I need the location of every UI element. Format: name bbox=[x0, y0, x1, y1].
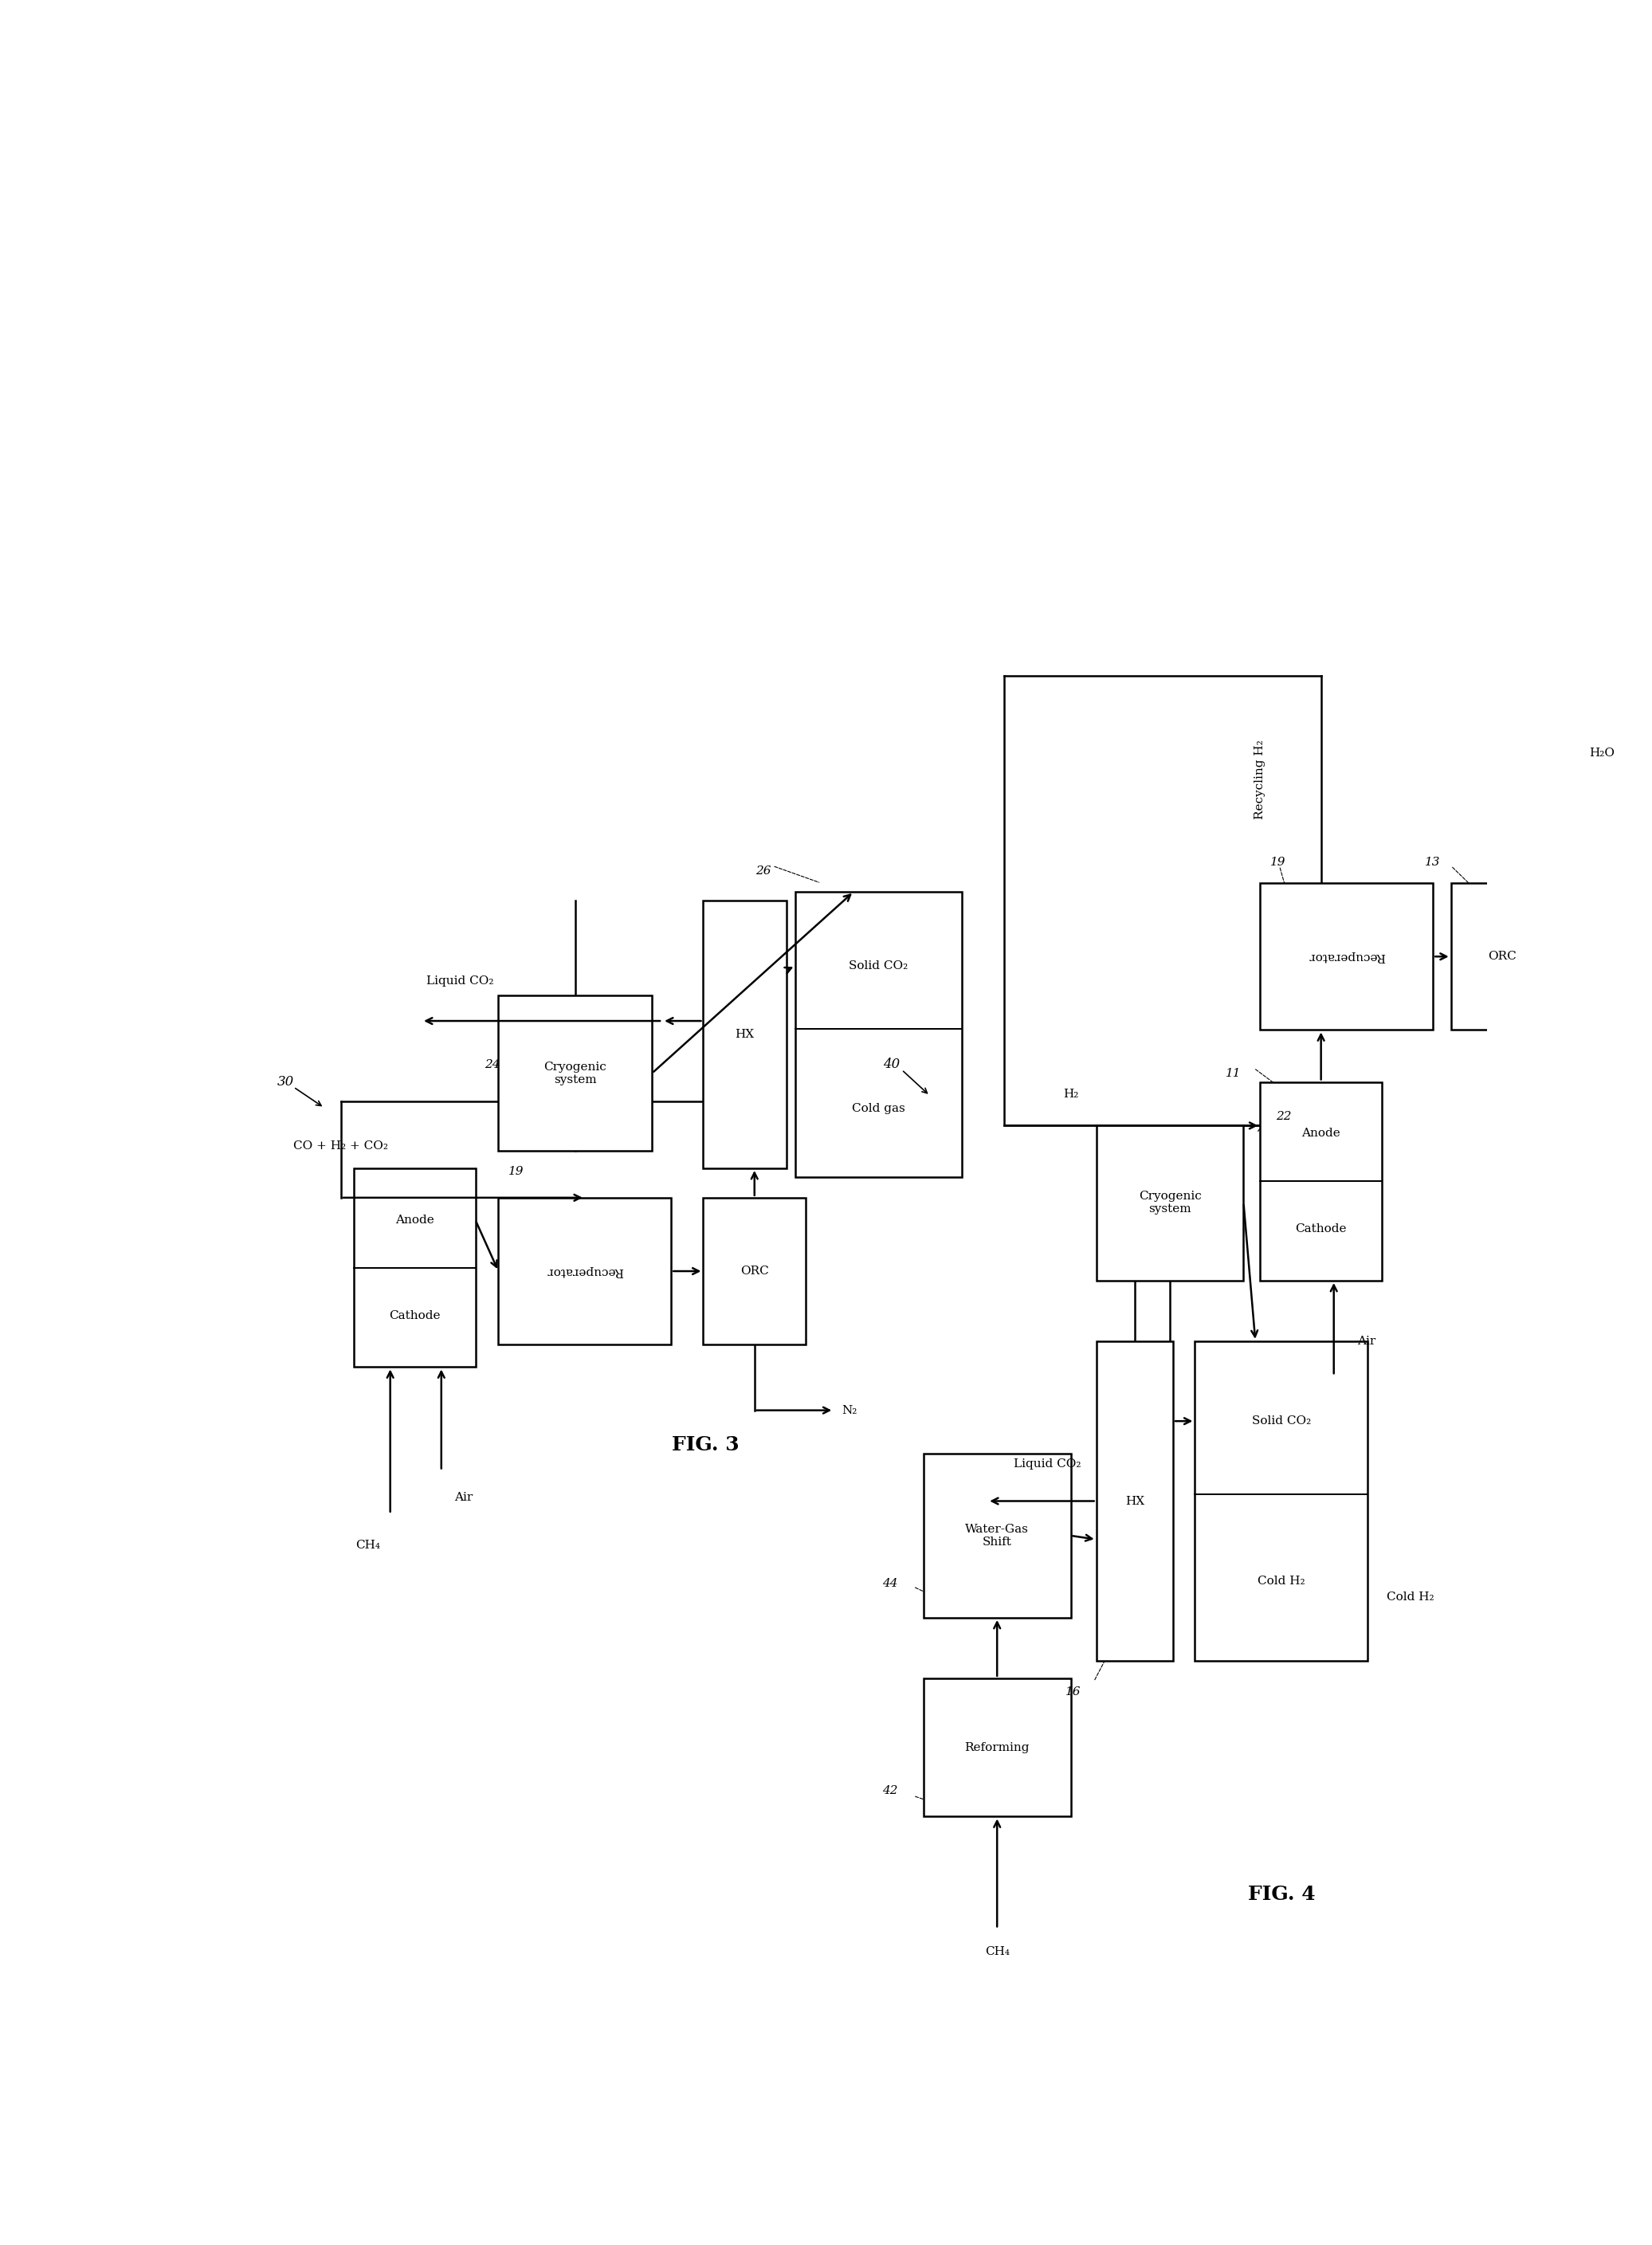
Text: Recycling H₂: Recycling H₂ bbox=[1254, 739, 1265, 819]
Text: Cryogenic
system: Cryogenic system bbox=[544, 1062, 606, 1084]
Text: HX: HX bbox=[735, 1028, 755, 1039]
Bar bbox=[1097, 1340, 1173, 1661]
Bar bbox=[354, 1167, 476, 1367]
Text: 16: 16 bbox=[1066, 1686, 1080, 1697]
Text: Liquid CO₂: Liquid CO₂ bbox=[1014, 1459, 1082, 1470]
Text: 22: 22 bbox=[1275, 1111, 1292, 1122]
Text: FIG. 4: FIG. 4 bbox=[1249, 1886, 1315, 1904]
Bar bbox=[499, 995, 653, 1152]
Text: CH₄: CH₄ bbox=[985, 1946, 1009, 1958]
Text: CO + H₂ + CO₂: CO + H₂ + CO₂ bbox=[294, 1140, 388, 1152]
Bar bbox=[1097, 1125, 1244, 1280]
Text: Water-Gas
Shift: Water-Gas Shift bbox=[965, 1524, 1029, 1547]
Text: 26: 26 bbox=[755, 864, 771, 876]
Text: Air: Air bbox=[1356, 1336, 1376, 1347]
Text: Cathode: Cathode bbox=[388, 1309, 439, 1320]
Text: 24: 24 bbox=[484, 1060, 501, 1071]
Bar bbox=[1450, 882, 1553, 1030]
Text: Cold H₂: Cold H₂ bbox=[1257, 1576, 1305, 1587]
Text: CH₄: CH₄ bbox=[355, 1540, 380, 1551]
Text: Cold H₂: Cold H₂ bbox=[1388, 1592, 1434, 1603]
Bar bbox=[1260, 882, 1432, 1030]
Text: 11: 11 bbox=[1226, 1069, 1241, 1080]
Text: Liquid CO₂: Liquid CO₂ bbox=[426, 974, 494, 986]
Text: Anode: Anode bbox=[1302, 1127, 1340, 1138]
Bar bbox=[1260, 1082, 1381, 1280]
Text: H₂: H₂ bbox=[1062, 1089, 1079, 1100]
Text: 19: 19 bbox=[509, 1165, 524, 1176]
Text: Cryogenic
system: Cryogenic system bbox=[1138, 1190, 1201, 1215]
Bar bbox=[499, 1197, 671, 1345]
Bar bbox=[796, 891, 961, 1176]
Text: N₂: N₂ bbox=[841, 1405, 857, 1417]
Text: 19: 19 bbox=[1270, 858, 1285, 869]
Text: Cathode: Cathode bbox=[1295, 1224, 1346, 1235]
Text: H₂O: H₂O bbox=[1589, 748, 1614, 759]
Text: Solid CO₂: Solid CO₂ bbox=[849, 961, 909, 972]
Bar bbox=[923, 1679, 1070, 1816]
Text: HX: HX bbox=[1125, 1495, 1145, 1506]
Text: Recuperator: Recuperator bbox=[547, 1266, 623, 1277]
Bar bbox=[704, 900, 786, 1167]
Text: Cold gas: Cold gas bbox=[852, 1102, 905, 1114]
Text: ORC: ORC bbox=[1488, 952, 1517, 963]
Text: Solid CO₂: Solid CO₂ bbox=[1252, 1417, 1312, 1426]
Text: 40: 40 bbox=[882, 1057, 900, 1071]
Text: 30: 30 bbox=[278, 1075, 294, 1089]
Text: 42: 42 bbox=[882, 1785, 899, 1796]
Text: 13: 13 bbox=[1426, 858, 1441, 869]
Text: 44: 44 bbox=[882, 1578, 899, 1589]
Bar bbox=[704, 1197, 806, 1345]
Text: Air: Air bbox=[454, 1491, 472, 1502]
Text: Anode: Anode bbox=[395, 1215, 434, 1226]
Bar bbox=[1194, 1340, 1368, 1661]
Text: Reforming: Reforming bbox=[965, 1742, 1029, 1753]
Text: ORC: ORC bbox=[740, 1266, 768, 1277]
Bar bbox=[923, 1453, 1070, 1619]
Text: Recuperator: Recuperator bbox=[1308, 952, 1384, 963]
Text: FIG. 3: FIG. 3 bbox=[672, 1435, 740, 1455]
